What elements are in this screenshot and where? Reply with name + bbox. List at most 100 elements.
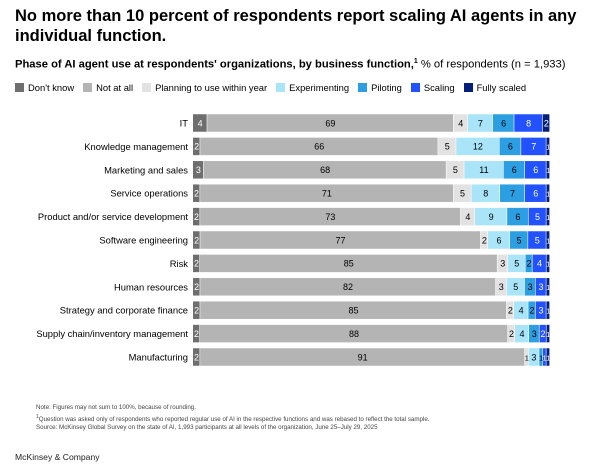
data-label: 1	[546, 213, 550, 222]
data-label: 82	[343, 282, 353, 292]
bar-segment	[539, 348, 543, 366]
bar-segment	[193, 301, 200, 319]
bar-segment	[528, 301, 535, 319]
data-label: 4	[198, 118, 203, 128]
bar-segment	[546, 207, 550, 226]
legend-item: Not at all	[83, 82, 133, 93]
brand-logo-text: McKinsey & Company	[15, 452, 100, 462]
bar-segment	[513, 301, 528, 319]
category-label: Product and/or service development	[38, 211, 188, 222]
category-label: Strategy and corporate finance	[60, 305, 188, 316]
data-label: 1	[546, 190, 550, 199]
data-label: 3	[538, 282, 543, 292]
data-label: 6	[508, 142, 513, 152]
chart-subtitle: Phase of AI agent use at respondents' or…	[15, 58, 595, 71]
data-label: 5	[453, 165, 458, 175]
data-label: 5	[513, 282, 518, 292]
data-label: 2	[508, 306, 513, 316]
bar-segment	[193, 137, 200, 156]
bar-segment	[546, 137, 550, 156]
data-label: 5	[445, 142, 450, 152]
data-label: 69	[325, 118, 335, 128]
data-label: 2	[194, 329, 199, 339]
legend-label: Piloting	[371, 82, 402, 93]
data-label: 91	[358, 352, 368, 362]
bar-segment	[539, 324, 546, 343]
bar-segment	[546, 184, 550, 202]
bar-segment	[200, 137, 438, 156]
data-label: 66	[314, 142, 324, 152]
bar-segment	[446, 161, 464, 179]
data-label: 88	[349, 329, 359, 339]
data-label: 6	[533, 165, 538, 175]
data-label: 3	[532, 329, 537, 339]
data-label: 2	[194, 235, 199, 245]
legend-swatch	[83, 83, 93, 92]
bar-segment	[535, 278, 546, 296]
footnote-text: Question was asked only of respondents w…	[38, 415, 430, 423]
data-label: 1	[546, 330, 550, 339]
bar-segment	[525, 254, 532, 273]
data-label: 85	[348, 306, 358, 316]
chart-headline: No more than 10 percent of respondents r…	[15, 7, 577, 45]
bar-segment	[193, 348, 200, 366]
category-label: Software engineering	[99, 235, 188, 246]
data-label: 1	[546, 166, 550, 175]
bar-segment	[532, 254, 546, 273]
subtitle-bold: Phase of AI agent use at respondents' or…	[15, 58, 414, 71]
bar-segment	[193, 324, 200, 343]
bar-segment	[193, 161, 204, 179]
data-label: 6	[515, 212, 520, 222]
bar-segment	[521, 137, 546, 156]
bar-segment	[507, 207, 528, 226]
bar-segment	[456, 137, 499, 156]
data-label: 6	[533, 189, 538, 199]
bar-segment	[200, 278, 496, 296]
data-label: 3	[196, 165, 201, 175]
data-label: 2	[194, 282, 199, 292]
data-label: 3	[499, 282, 504, 292]
bar-segment	[453, 114, 468, 132]
bar-segment	[438, 137, 456, 156]
data-label: 2	[194, 189, 199, 199]
category-label: Risk	[170, 258, 189, 269]
bar-segment	[193, 114, 207, 132]
data-label: 1	[546, 307, 550, 316]
data-label: 2	[509, 329, 514, 339]
data-label: 6	[501, 118, 506, 128]
category-label: IT	[180, 118, 189, 129]
legend-swatch	[276, 83, 286, 92]
bar-segment	[508, 324, 515, 343]
data-label: 7	[510, 189, 515, 199]
legend-label: Not at all	[96, 82, 134, 93]
data-label: 3	[538, 306, 543, 316]
bar-segment	[475, 207, 507, 226]
bar-segment	[200, 324, 508, 343]
bar-segment	[200, 184, 454, 202]
bar-segment	[546, 324, 550, 343]
legend-item: Don't know	[15, 82, 74, 93]
data-label: 2	[194, 142, 199, 152]
bar-segment	[203, 161, 446, 179]
bar-segment	[497, 254, 508, 273]
bar-segment	[525, 348, 528, 366]
data-label: 1	[546, 236, 550, 245]
data-label: 77	[336, 235, 346, 245]
data-label: 2	[194, 212, 199, 222]
bar-segment	[525, 184, 546, 202]
legend-item: Scaling	[410, 82, 455, 93]
data-label: 1	[539, 353, 543, 362]
data-label: 4	[519, 329, 524, 339]
data-label: 2	[194, 259, 199, 269]
bar-segment	[546, 231, 550, 249]
bar-segment	[464, 161, 503, 179]
data-label: 1	[546, 283, 550, 292]
bar-segment	[467, 114, 493, 132]
bar-segment	[200, 254, 497, 273]
data-label: 3	[531, 352, 536, 362]
legend-label: Don't know	[28, 82, 75, 93]
data-label: 1	[525, 353, 529, 362]
data-label: 4	[519, 306, 524, 316]
bar-segment	[508, 254, 525, 273]
